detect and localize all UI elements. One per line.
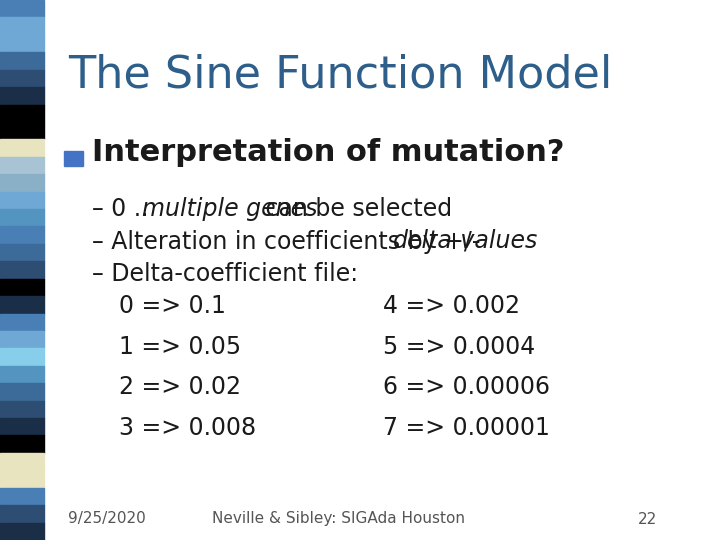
Text: can be selected: can be selected [258, 197, 451, 221]
Bar [0, 244, 44, 261]
Bar [0, 70, 44, 87]
Text: Neville & Sibley: SIGAda Houston: Neville & Sibley: SIGAda Houston [212, 511, 465, 526]
Bar [0, 401, 44, 418]
Bar [0, 105, 44, 122]
Text: 5 => 0.0004: 5 => 0.0004 [383, 335, 535, 359]
Bar [0, 296, 44, 314]
Bar [0, 122, 44, 139]
Text: Interpretation of mutation?: Interpretation of mutation? [91, 138, 564, 167]
Text: 2 => 0.02: 2 => 0.02 [119, 375, 240, 399]
Bar [0, 505, 44, 523]
Bar [0, 366, 44, 383]
Bar [0, 348, 44, 366]
Bar [0, 157, 44, 174]
Bar [0, 314, 44, 331]
Bar [0, 192, 44, 209]
Bar [0, 87, 44, 105]
Bar [0, 418, 44, 435]
Bar [0, 279, 44, 296]
Bar [0, 174, 44, 192]
Bar [0, 52, 44, 70]
Bar [64, 151, 84, 166]
Text: – 0 ..: – 0 .. [91, 197, 163, 221]
Text: 9/25/2020: 9/25/2020 [68, 511, 145, 526]
Bar [0, 139, 44, 157]
Bar [0, 453, 44, 470]
Text: 3 => 0.008: 3 => 0.008 [119, 416, 256, 440]
Bar [0, 435, 44, 453]
Bar [0, 488, 44, 505]
Text: 4 => 0.002: 4 => 0.002 [383, 294, 520, 318]
Text: 1 => 0.05: 1 => 0.05 [119, 335, 240, 359]
Text: multiple genes: multiple genes [143, 197, 318, 221]
Bar [0, 383, 44, 401]
Text: 6 => 0.00006: 6 => 0.00006 [383, 375, 550, 399]
Text: 22: 22 [639, 511, 657, 526]
Text: 7 => 0.00001: 7 => 0.00001 [383, 416, 550, 440]
Text: – Alteration in coefficients by +/-: – Alteration in coefficients by +/- [91, 230, 487, 253]
Bar [0, 331, 44, 348]
Bar [0, 209, 44, 226]
Bar [0, 0, 44, 17]
Text: The Sine Function Model: The Sine Function Model [68, 54, 612, 97]
Text: delta-values: delta-values [393, 230, 539, 253]
Bar [0, 261, 44, 279]
Bar [0, 470, 44, 488]
Bar [0, 523, 44, 540]
Bar [0, 17, 44, 35]
Text: – Delta-coefficient file:: – Delta-coefficient file: [91, 262, 358, 286]
Bar [0, 226, 44, 244]
Text: 0 => 0.1: 0 => 0.1 [119, 294, 225, 318]
Bar [0, 35, 44, 52]
